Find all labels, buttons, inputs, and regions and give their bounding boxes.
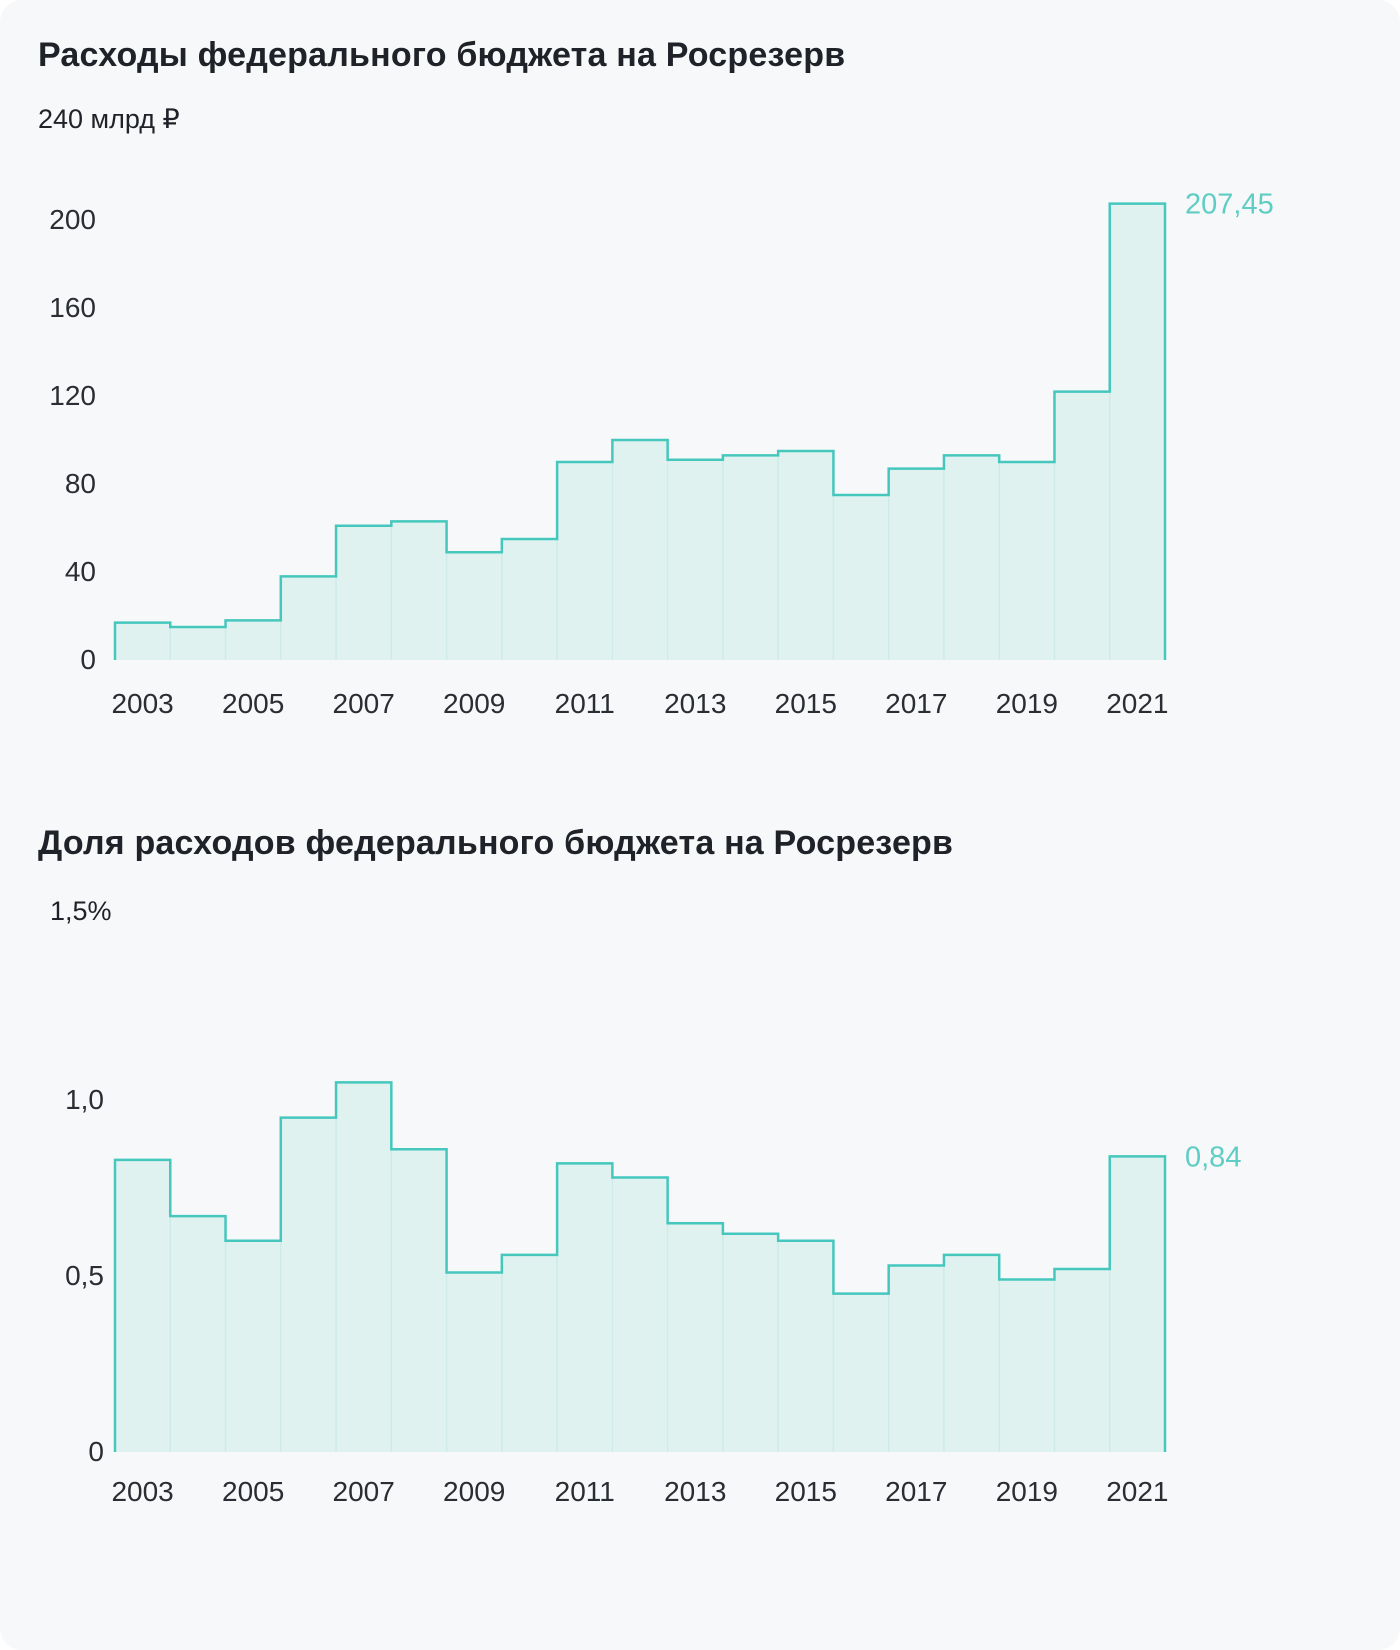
step-outline [113, 1081, 1167, 1452]
year-area-segment [501, 1254, 558, 1452]
year-area-segment [833, 495, 889, 660]
year-area-segment [722, 1233, 779, 1452]
year-area-segment [999, 462, 1055, 660]
year-area-segment [170, 1216, 226, 1452]
x-tick-label: 2013 [664, 1476, 726, 1507]
year-area-segment [612, 440, 668, 660]
x-tick-label: 2021 [1106, 688, 1168, 719]
y-tick-label: 0,5 [65, 1260, 104, 1291]
y-tick-label: 1,0 [65, 1084, 104, 1115]
year-area-segment [115, 622, 171, 660]
year-area-segment [943, 455, 1000, 660]
year-area-segment [446, 1272, 502, 1452]
year-area-segment [1109, 203, 1165, 661]
year-area-segment [943, 1254, 1000, 1452]
x-tick-label: 2021 [1106, 1476, 1168, 1507]
year-area-segment [557, 1163, 613, 1452]
year-area-segment [391, 1149, 447, 1452]
x-tick-label: 2003 [111, 1476, 173, 1507]
x-tick-label: 2007 [333, 1476, 395, 1507]
x-tick-label: 2013 [664, 688, 726, 719]
last-value-label: 0,84 [1185, 1141, 1241, 1173]
y-axis-unit-label-share: 1,5% [50, 896, 112, 926]
y-tick-label: 160 [49, 292, 96, 323]
year-area-segment [170, 627, 226, 660]
x-tick-label: 2017 [885, 688, 947, 719]
chart-title-expenses: Расходы федерального бюджета на Росрезер… [38, 36, 846, 74]
year-area-segment [612, 1177, 668, 1452]
y-tick-label: 80 [65, 468, 96, 499]
x-tick-label: 2019 [996, 688, 1058, 719]
year-area-segment [336, 1082, 392, 1452]
x-tick-label: 2011 [555, 688, 615, 719]
last-value-label: 207,45 [1185, 189, 1274, 221]
x-tick-label: 2003 [111, 688, 173, 719]
y-tick-label: 200 [49, 204, 96, 235]
year-area-segment [446, 552, 502, 660]
year-area-segment [225, 620, 281, 660]
y-tick-label: 0 [88, 1436, 104, 1467]
x-tick-label: 2005 [222, 688, 284, 719]
year-area-segment [280, 576, 337, 660]
chart-title-share: Доля расходов федерального бюджета на Ро… [38, 824, 954, 862]
year-area-segment [833, 1293, 889, 1452]
year-area-segment [391, 521, 447, 660]
x-tick-label: 2015 [775, 1476, 837, 1507]
year-area-segment [667, 1223, 723, 1452]
year-area-segment [280, 1117, 337, 1452]
x-tick-label: 2011 [555, 1476, 615, 1507]
year-area-segment [888, 468, 944, 660]
year-area-segment [1109, 1156, 1165, 1452]
year-area-segment [501, 539, 558, 660]
share-step-area-chart: 0 0,5 1,0 2003 2005 2007 2009 2011 2013 2015 2017 2… [65, 1081, 1241, 1507]
x-tick-label: 2005 [222, 1476, 284, 1507]
year-area-segment [778, 1240, 834, 1452]
year-area-segment [225, 1240, 281, 1452]
expenses-step-area-chart: 0 40 80 120 160 200 2003 2005 2007 2009 2011 2013 20… [49, 189, 1274, 719]
year-area-segment [1054, 391, 1110, 660]
x-tick-label: 2017 [885, 1476, 947, 1507]
step-outline [113, 202, 1167, 660]
year-area-segment [778, 451, 834, 660]
y-axis-unit-label-expenses: 240 млрд ₽ [38, 104, 180, 134]
year-area-segment [888, 1265, 944, 1452]
year-area-segment [722, 455, 779, 660]
x-tick-label: 2019 [996, 1476, 1058, 1507]
year-area-segment [336, 525, 392, 660]
x-tick-label: 2009 [443, 688, 505, 719]
year-area-segment [1054, 1268, 1110, 1452]
x-tick-label: 2015 [775, 688, 837, 719]
year-area-segment [115, 1159, 171, 1452]
y-tick-label: 40 [65, 556, 96, 587]
y-tick-label: 120 [49, 380, 96, 411]
year-area-segment [999, 1279, 1055, 1452]
year-area-segment [557, 462, 613, 660]
x-tick-label: 2009 [443, 1476, 505, 1507]
y-tick-label: 0 [80, 644, 96, 675]
year-area-segment [667, 459, 723, 660]
x-tick-label: 2007 [333, 688, 395, 719]
